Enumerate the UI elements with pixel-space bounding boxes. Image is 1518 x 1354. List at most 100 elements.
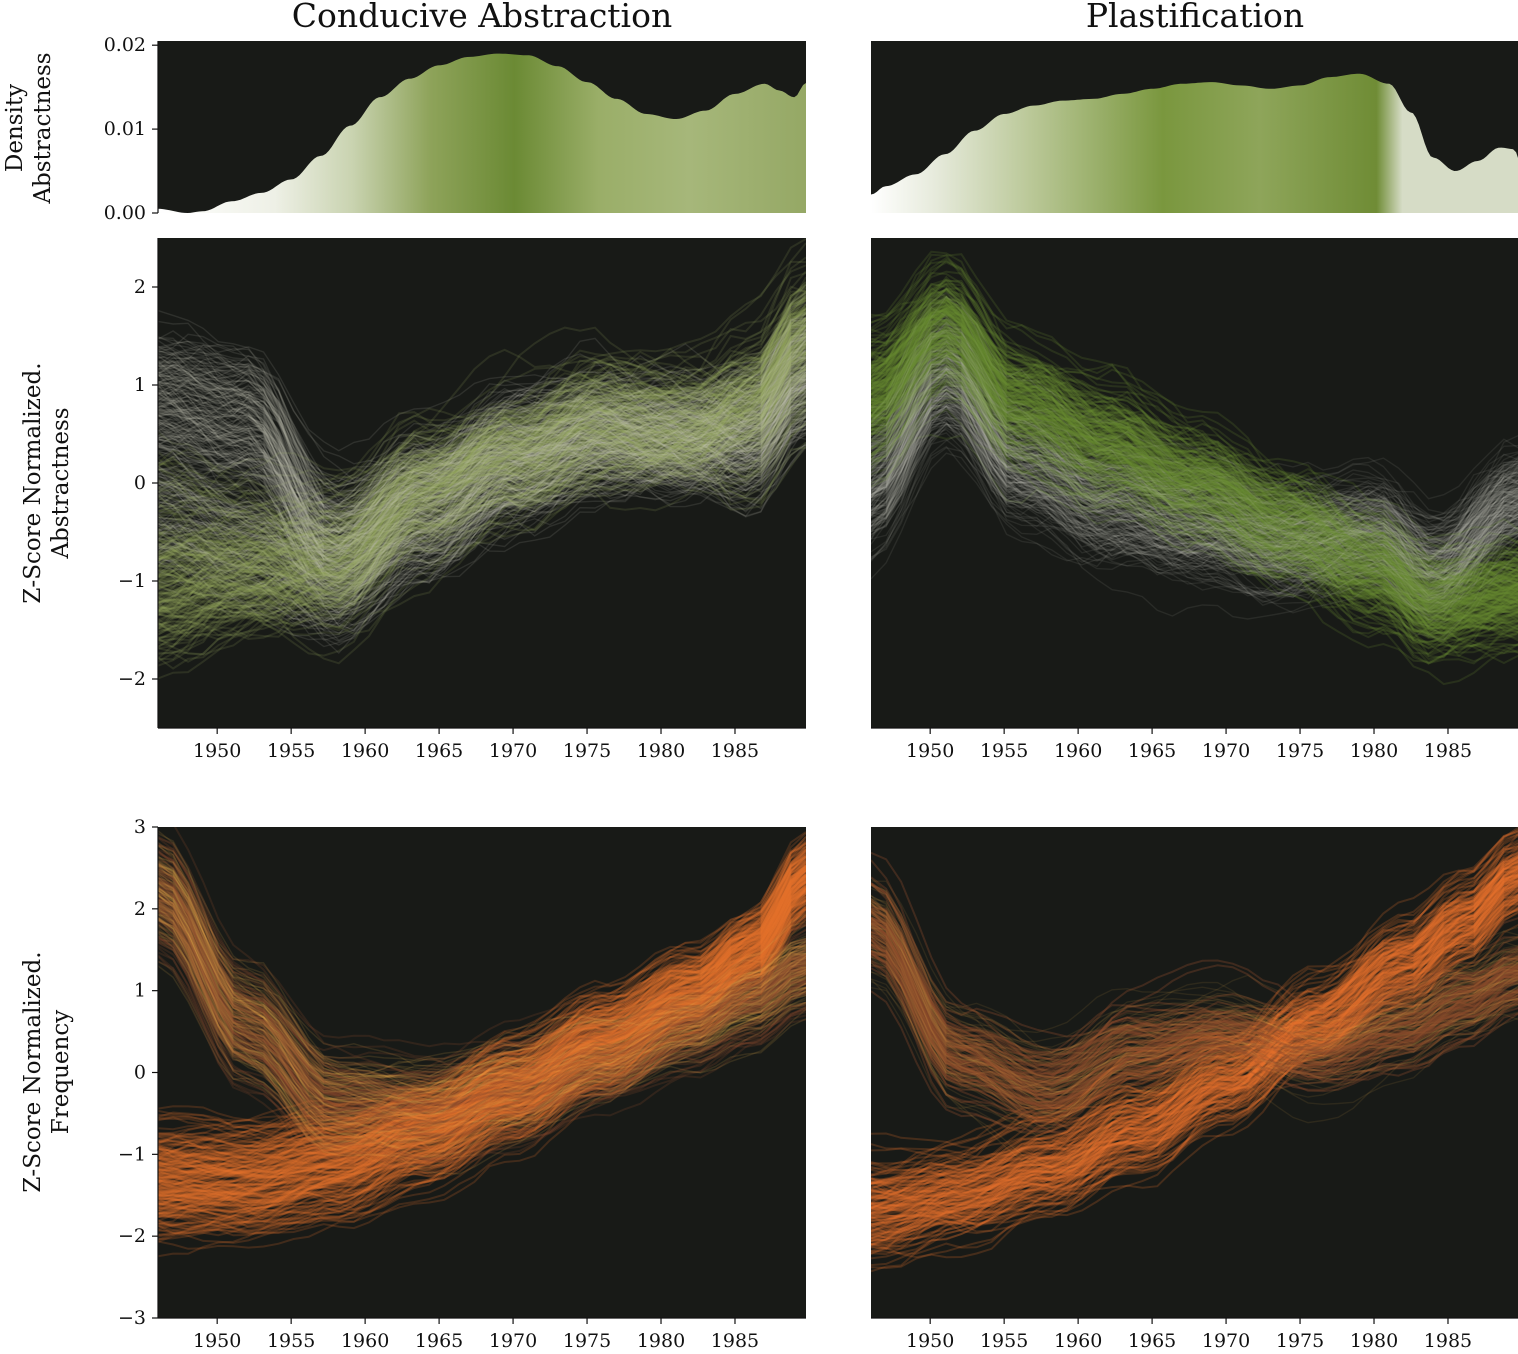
- series-line: [158, 875, 806, 1195]
- series-line: [871, 295, 1518, 500]
- series-line: [158, 440, 806, 601]
- series-line: [871, 408, 1518, 588]
- y-tick-label: −2: [118, 668, 146, 690]
- x-tick-label: 1960: [341, 1330, 389, 1352]
- series-line: [158, 905, 806, 1236]
- series-line: [871, 361, 1518, 552]
- series-line: [158, 415, 806, 599]
- series-line: [158, 887, 806, 1197]
- series-line: [871, 936, 1518, 1086]
- series-line: [158, 883, 806, 1204]
- series-line: [158, 340, 806, 452]
- series-line: [158, 866, 806, 1164]
- series-line: [158, 894, 806, 1094]
- series-line: [158, 365, 806, 561]
- series-line: [871, 352, 1518, 549]
- series-line: [158, 874, 806, 1174]
- series-line: [871, 391, 1518, 581]
- series-line: [158, 334, 806, 488]
- series-line: [158, 405, 806, 606]
- series-line: [871, 353, 1518, 638]
- series-line: [871, 335, 1518, 561]
- series-line: [158, 879, 806, 1106]
- series-line: [871, 433, 1518, 663]
- series-line: [158, 922, 806, 1237]
- series-line: [158, 867, 806, 1187]
- series-line: [158, 319, 806, 546]
- series-line: [158, 332, 806, 545]
- series-line: [158, 344, 806, 534]
- series-line: [871, 258, 1518, 586]
- series-line: [871, 327, 1518, 635]
- series-line: [871, 336, 1518, 550]
- column-title-right: Plastification: [1086, 0, 1304, 35]
- series-line: [871, 364, 1518, 577]
- y-tick-label: 2: [134, 898, 146, 920]
- series-line: [158, 351, 806, 566]
- series-line: [158, 885, 806, 1096]
- series-line: [158, 913, 806, 1119]
- series-line: [158, 923, 806, 1144]
- series-line: [158, 864, 806, 1175]
- series-line: [871, 300, 1518, 613]
- series-line: [158, 327, 806, 579]
- series-line: [158, 307, 806, 599]
- series-line: [158, 416, 806, 584]
- series-line: [158, 323, 806, 528]
- series-line: [871, 833, 1518, 1177]
- series-line: [871, 297, 1518, 612]
- x-tick-label: 1975: [1276, 740, 1324, 762]
- series-line: [871, 339, 1518, 629]
- series-line: [158, 366, 806, 595]
- series-line: [158, 339, 806, 564]
- series-line: [871, 370, 1518, 573]
- series-line: [158, 313, 806, 578]
- series-line: [871, 911, 1518, 1095]
- series-line: [871, 357, 1518, 636]
- series-line: [871, 340, 1518, 556]
- series-line: [158, 865, 806, 1203]
- series-line: [158, 848, 806, 1128]
- series-line: [871, 334, 1518, 642]
- series-line: [871, 373, 1518, 595]
- series-line: [871, 343, 1518, 631]
- series-line: [158, 954, 806, 1171]
- series-line: [871, 419, 1518, 583]
- series-line: [158, 428, 806, 593]
- series-line: [158, 886, 806, 1102]
- series-line: [158, 355, 806, 528]
- series-line: [158, 415, 806, 648]
- series-line: [871, 307, 1518, 640]
- series-line: [158, 343, 806, 510]
- series-line: [158, 872, 806, 1104]
- series-line: [871, 360, 1518, 568]
- series-line: [871, 298, 1518, 597]
- series-line: [871, 302, 1518, 593]
- x-tick-label: 1975: [1276, 1330, 1324, 1352]
- series-line: [871, 432, 1518, 616]
- series-line: [158, 411, 806, 618]
- series-line: [871, 372, 1518, 648]
- series-line: [158, 869, 806, 1178]
- series-line: [158, 935, 806, 1140]
- series-line: [871, 392, 1518, 597]
- series-line: [158, 373, 806, 554]
- series-line: [158, 363, 806, 622]
- series-line: [871, 373, 1518, 543]
- series-line: [158, 349, 806, 518]
- series-line: [871, 950, 1518, 1092]
- series-line: [158, 852, 806, 1159]
- series-line: [871, 330, 1518, 534]
- series-line: [158, 408, 806, 607]
- series-line: [158, 842, 806, 1089]
- series-line: [158, 906, 806, 1235]
- series-line: [158, 883, 806, 1077]
- series-line: [871, 405, 1518, 584]
- series-line: [158, 876, 806, 1120]
- series-line: [871, 278, 1518, 603]
- series-line: [158, 374, 806, 558]
- series-line: [158, 855, 806, 1163]
- series-line: [158, 311, 806, 596]
- series-line: [158, 400, 806, 590]
- series-line: [871, 307, 1518, 603]
